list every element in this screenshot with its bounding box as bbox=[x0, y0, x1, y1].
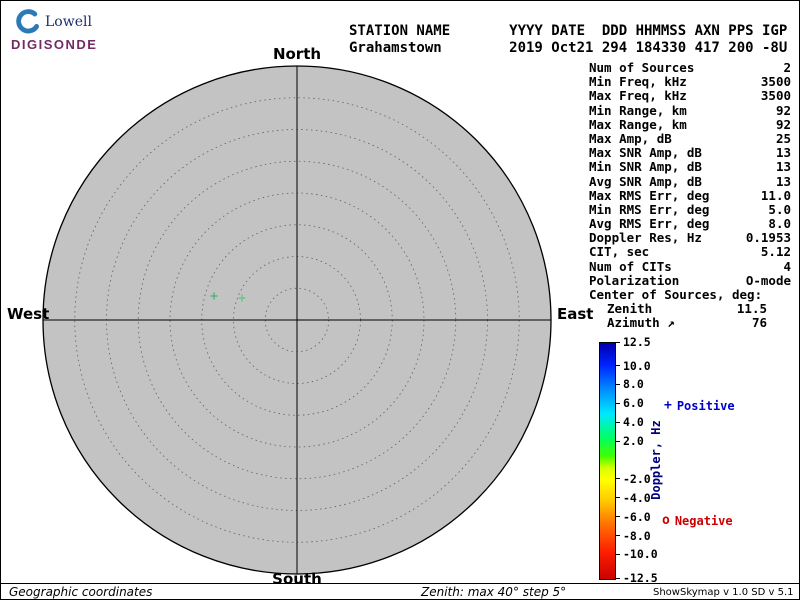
header-column-labels: STATION NAME YYYY DATE DDD HHMMSS AXN PP… bbox=[349, 23, 788, 39]
stat-row: Max Amp, dB 25 bbox=[589, 130, 791, 146]
stat-row: Num of CITs 4 bbox=[589, 258, 791, 274]
logo-digisonde-text: DIGISONDE bbox=[11, 37, 98, 52]
stat-row: Zenith 11.5 bbox=[607, 301, 767, 317]
colorbar-tick: -2.0 bbox=[616, 472, 651, 486]
colorbar-tick: -6.0 bbox=[616, 510, 651, 524]
footer-coordinates-label: Geographic coordinates bbox=[9, 585, 153, 599]
stat-row: Max Range, km 92 bbox=[589, 116, 791, 132]
colorbar-tick: 12.5 bbox=[616, 335, 651, 349]
circle-marker-icon: o bbox=[662, 513, 670, 528]
colorbar-tick: -12.5 bbox=[616, 571, 658, 585]
stat-row: Max SNR Amp, dB 13 bbox=[589, 145, 791, 161]
legend-negative: o Negative bbox=[662, 513, 733, 528]
stat-row: Min SNR Amp, dB 13 bbox=[589, 159, 791, 175]
colorbar-tick: 4.0 bbox=[616, 415, 644, 429]
footer-version-label: ShowSkymap v 1.0 SD v 5.1 bbox=[653, 587, 794, 598]
direction-label-south: South bbox=[272, 570, 322, 588]
stat-row: Num of Sources 2 bbox=[589, 60, 791, 75]
colorbar-tick: 2.0 bbox=[616, 434, 644, 448]
colorbar-ticks: 12.5 10.0 8.0 6.0 4.0 2.0 -2.0 -4.0 -6.0 -8.0 -10.… bbox=[616, 335, 661, 585]
skymap-plot bbox=[39, 62, 555, 578]
stat-row: Azimuth ↗ 76 bbox=[607, 315, 767, 331]
colorbar-gradient bbox=[599, 342, 616, 580]
stats-panel: Num of Sources 2 Min Freq, kHz 3500 Max Freq… bbox=[589, 60, 791, 331]
stat-row: Doppler Res, Hz 0.1953 bbox=[589, 230, 791, 246]
colorbar-tick: 6.0 bbox=[616, 396, 644, 410]
lowell-swoosh-icon bbox=[16, 9, 40, 34]
stat-row: CIT, sec 5.12 bbox=[589, 244, 791, 260]
colorbar-tick: -8.0 bbox=[616, 529, 651, 543]
direction-label-east: East bbox=[557, 305, 594, 323]
stat-row: Polarization O-mode bbox=[589, 272, 791, 288]
direction-label-west: West bbox=[7, 305, 50, 323]
colorbar-tick: 8.0 bbox=[616, 377, 644, 391]
lowell-digisonde-logo: Lowell DIGISONDE bbox=[11, 7, 141, 52]
skymap-svg bbox=[42, 65, 552, 575]
header-station-values: Grahamstown 2019 Oct21 294 184330 417 20… bbox=[349, 40, 788, 56]
stat-row: Center of Sources, deg: bbox=[589, 287, 763, 302]
colorbar-tick: -10.0 bbox=[616, 547, 658, 561]
stat-row: Min Freq, kHz 3500 bbox=[589, 74, 791, 90]
colorbar-axis-label: Doppler, Hz bbox=[649, 420, 663, 500]
legend-positive: + Positive bbox=[664, 398, 735, 413]
stat-row: Min Range, km 92 bbox=[589, 102, 791, 118]
stat-row: Avg SNR Amp, dB 13 bbox=[589, 173, 791, 189]
stat-row: Max Freq, kHz 3500 bbox=[589, 88, 791, 104]
colorbar-tick: 10.0 bbox=[616, 359, 651, 373]
footer-zenith-scale-label: Zenith: max 40° step 5° bbox=[421, 585, 567, 599]
plus-marker-icon: + bbox=[664, 398, 672, 413]
legend-positive-label: Positive bbox=[676, 398, 735, 413]
footer-divider bbox=[1, 583, 799, 584]
direction-label-north: North bbox=[272, 45, 322, 63]
colorbar-tick: -4.0 bbox=[616, 491, 651, 505]
legend-negative-label: Negative bbox=[674, 513, 733, 528]
logo-lowell-text: Lowell bbox=[45, 14, 92, 30]
stat-row: Max RMS Err, deg 11.0 bbox=[589, 187, 791, 203]
stat-row: Min RMS Err, deg 5.0 bbox=[589, 201, 791, 217]
stat-row: Avg RMS Err, deg 8.0 bbox=[589, 216, 791, 232]
